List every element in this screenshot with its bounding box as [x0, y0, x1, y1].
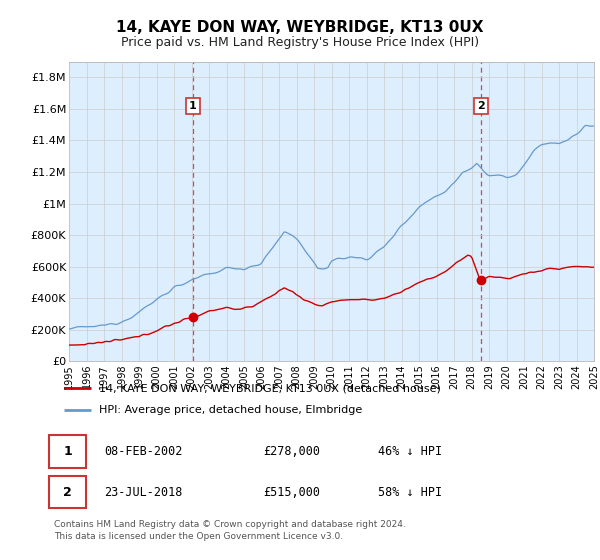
Text: 14, KAYE DON WAY, WEYBRIDGE, KT13 0UX (detached house): 14, KAYE DON WAY, WEYBRIDGE, KT13 0UX (d… — [99, 383, 440, 393]
Text: 14, KAYE DON WAY, WEYBRIDGE, KT13 0UX: 14, KAYE DON WAY, WEYBRIDGE, KT13 0UX — [116, 20, 484, 35]
FancyBboxPatch shape — [49, 476, 86, 508]
Text: This data is licensed under the Open Government Licence v3.0.: This data is licensed under the Open Gov… — [54, 532, 343, 541]
Text: 23-JUL-2018: 23-JUL-2018 — [104, 486, 182, 498]
Text: 46% ↓ HPI: 46% ↓ HPI — [378, 445, 442, 458]
Text: Price paid vs. HM Land Registry's House Price Index (HPI): Price paid vs. HM Land Registry's House … — [121, 36, 479, 49]
Text: 1: 1 — [64, 445, 72, 458]
Text: HPI: Average price, detached house, Elmbridge: HPI: Average price, detached house, Elmb… — [99, 405, 362, 415]
Text: £278,000: £278,000 — [263, 445, 320, 458]
Text: Contains HM Land Registry data © Crown copyright and database right 2024.: Contains HM Land Registry data © Crown c… — [54, 520, 406, 529]
Text: 2: 2 — [64, 486, 72, 498]
Text: 58% ↓ HPI: 58% ↓ HPI — [378, 486, 442, 498]
FancyBboxPatch shape — [49, 435, 86, 468]
Text: 2: 2 — [477, 101, 485, 111]
Text: 1: 1 — [189, 101, 197, 111]
Text: 08-FEB-2002: 08-FEB-2002 — [104, 445, 182, 458]
Text: £515,000: £515,000 — [263, 486, 320, 498]
